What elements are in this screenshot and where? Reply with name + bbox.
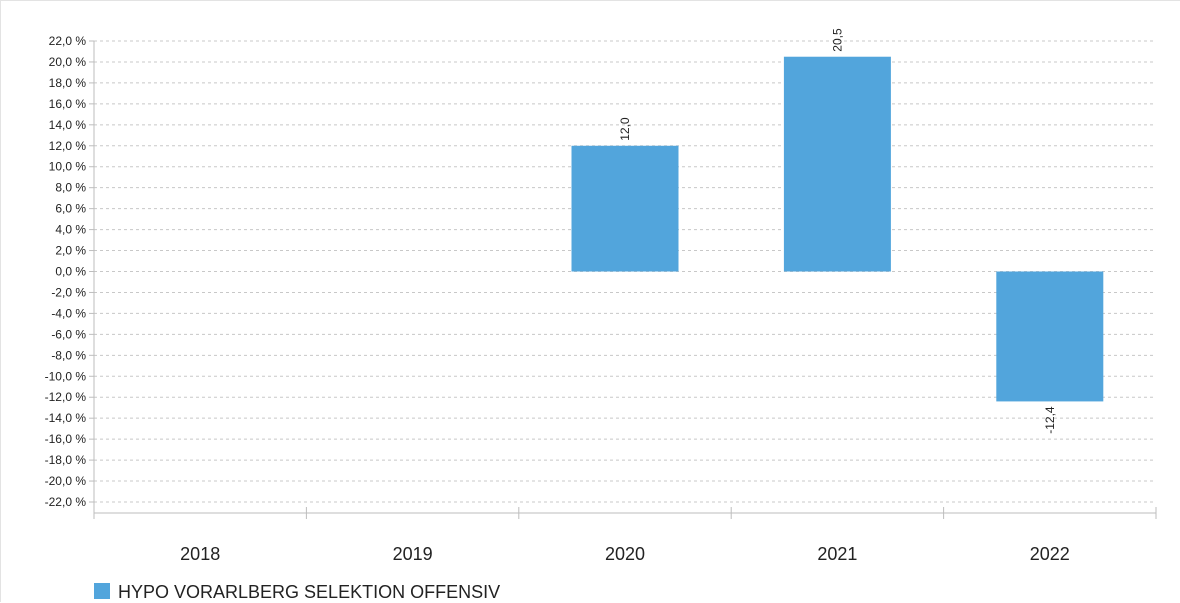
bars [571,56,1104,402]
y-tick-label: -20,0 % [45,474,87,488]
y-tick-label: 0,0 % [55,265,86,279]
y-tick-label: -18,0 % [45,453,87,467]
y-tick-label: 22,0 % [49,34,87,48]
y-tick-label: -6,0 % [51,327,86,341]
y-tick-label: 18,0 % [49,76,87,90]
bar [571,145,679,272]
y-tick-label: 4,0 % [55,223,86,237]
data-labels: 12,0 20,5 -12,4 [618,28,1057,434]
bar [996,271,1104,402]
x-category-label: 2019 [393,544,433,564]
legend: HYPO VORARLBERG SELEKTION OFFENSIV [94,582,500,602]
y-tick-label: -14,0 % [45,411,87,425]
x-axis: 2018 2019 2020 2021 2022 [93,507,1157,564]
bar-data-label: -12,4 [1043,406,1057,434]
x-category-label: 2020 [605,544,645,564]
bar-data-label: 20,5 [830,28,844,52]
y-tick-label: -16,0 % [45,432,87,446]
x-category-label: 2021 [817,544,857,564]
y-tick-label: 20,0 % [49,55,87,69]
grid-lines [94,40,1156,503]
y-tick-label: -22,0 % [45,495,87,509]
x-category-label: 2022 [1030,544,1070,564]
y-tick-label: 6,0 % [55,202,86,216]
legend-label: HYPO VORARLBERG SELEKTION OFFENSIV [118,582,500,602]
y-tick-label: 2,0 % [55,244,86,258]
y-tick-label: -2,0 % [51,285,86,299]
y-axis: 22,0 % 20,0 % 18,0 % 16,0 % 14,0 % 12,0 % 10,0… [45,34,95,519]
y-tick-label: 8,0 % [55,181,86,195]
bar-data-label: 12,0 [618,117,632,141]
y-tick-label: -8,0 % [51,348,86,362]
y-tick-label: -4,0 % [51,306,86,320]
y-tick-label: 16,0 % [49,97,87,111]
y-tick-label: -12,0 % [45,390,87,404]
y-tick-label: 14,0 % [49,118,87,132]
y-tick-label: 12,0 % [49,139,87,153]
bar [783,56,891,272]
x-category-label: 2018 [180,544,220,564]
y-tick-label: -10,0 % [45,369,87,383]
legend-swatch [94,583,110,599]
y-tick-label: 10,0 % [49,160,87,174]
